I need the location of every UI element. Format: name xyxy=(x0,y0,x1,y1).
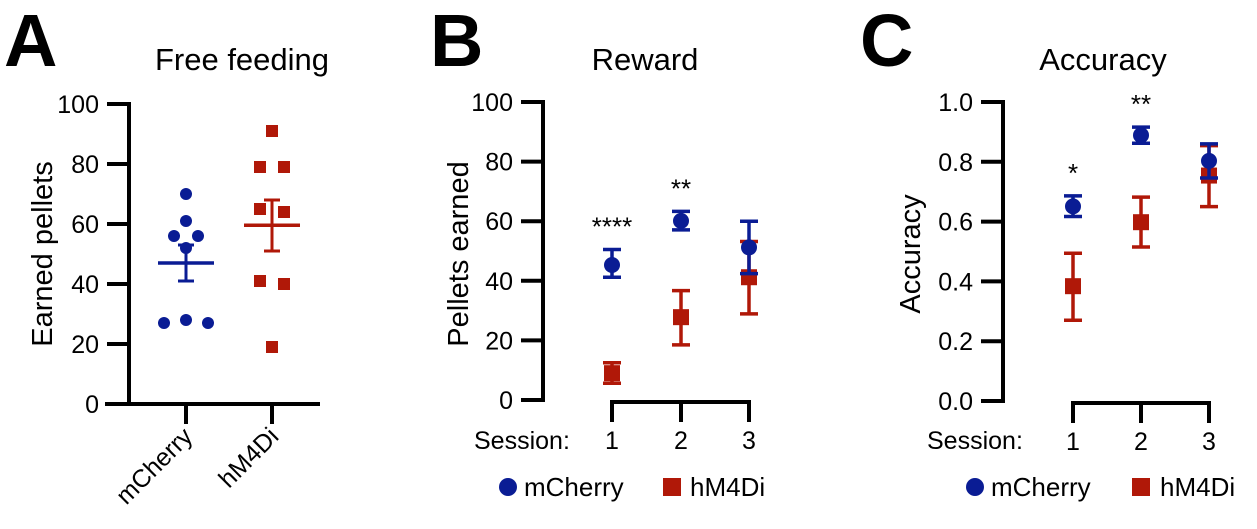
panel-c-significance-stars: ** xyxy=(1131,89,1151,119)
panel-a-point-hm4di xyxy=(278,278,290,290)
panel-c-x-tick-label: 3 xyxy=(1202,428,1216,456)
panel-b-point-mcherry xyxy=(604,257,620,274)
panel-a-y-tick-label: 100 xyxy=(57,91,99,119)
panel-a-point-mcherry xyxy=(180,314,192,326)
panel-c-title: Accuracy xyxy=(1039,42,1167,77)
legend-c-hm4di-label: hM4Di xyxy=(1160,472,1235,502)
panel-b-x-tick-label: 2 xyxy=(674,427,688,455)
panel-b-significance-stars: **** xyxy=(592,212,632,242)
panel-b-x-tick-label: 1 xyxy=(605,427,619,455)
panel-b-y-tick-label: 20 xyxy=(485,327,513,355)
panel-c-ylabel: Accuracy xyxy=(895,194,927,314)
panel-b-x-tick-label: 3 xyxy=(742,427,756,455)
panel-a-point-hm4di xyxy=(266,341,278,353)
panel-b-point-hm4di xyxy=(673,309,689,326)
panel-a-point-hm4di xyxy=(266,125,278,137)
panel-letter-c: C xyxy=(860,0,913,82)
panel-c-y-tick-label: 0.6 xyxy=(938,209,973,237)
panel-a-point-mcherry xyxy=(202,317,214,329)
panel-b-point-hm4di xyxy=(604,365,620,382)
panel-c-y-tick-label: 0.0 xyxy=(938,388,973,416)
panel-c-significance-stars: * xyxy=(1068,158,1078,188)
panel-a-point-mcherry xyxy=(180,188,192,200)
panel-a-y-tick-label: 40 xyxy=(71,271,99,299)
panel-a-point-hm4di xyxy=(278,206,290,218)
panel-a-point-mcherry xyxy=(192,230,204,242)
panel-a-y-tick-label: 80 xyxy=(71,151,99,179)
panel-c-point-mcherry xyxy=(1065,198,1081,215)
panel-b-significance-stars: ** xyxy=(671,173,691,203)
legend-c-hm4di-marker xyxy=(1132,478,1150,496)
panel-b-y-tick-label: 80 xyxy=(485,149,513,177)
legend-b-hm4di-label: hM4Di xyxy=(690,472,765,502)
legend-b-mcherry-label: mCherry xyxy=(524,472,624,502)
legend-c-mcherry-label: mCherry xyxy=(991,472,1091,502)
panel-c-point-hm4di xyxy=(1133,214,1149,231)
panel-b-y-tick-label: 60 xyxy=(485,208,513,236)
panel-c-x-tick-label: 1 xyxy=(1066,428,1080,456)
panel-c-y-tick-label: 0.2 xyxy=(938,328,973,356)
panel-a-point-hm4di xyxy=(254,275,266,287)
panel-c-point-mcherry xyxy=(1201,152,1217,169)
panel-a-y-tick-label: 20 xyxy=(71,331,99,359)
panel-a-x-tick-label: mCherry xyxy=(111,422,199,510)
panel-b-y-tick-label: 40 xyxy=(485,268,513,296)
panel-a-point-hm4di xyxy=(278,161,290,173)
panel-c-point-mcherry xyxy=(1133,127,1149,144)
panel-a-point-mcherry xyxy=(168,230,180,242)
panel-a-point-hm4di xyxy=(254,161,266,173)
panel-c-y-tick-label: 0.4 xyxy=(938,268,973,296)
panel-b-ylabel: Pellets earned xyxy=(443,161,475,346)
panel-b-title: Reward xyxy=(592,42,699,77)
panel-b-point-mcherry xyxy=(741,239,757,256)
panel-a-point-mcherry xyxy=(180,215,192,227)
legend-b-hm4di-marker xyxy=(663,478,681,496)
panel-c-session-label: Session: xyxy=(927,427,1023,455)
legend-c-mcherry-marker xyxy=(966,478,984,496)
panel-c-y-tick-label: 0.8 xyxy=(938,149,973,177)
legend-b-mcherry-marker xyxy=(499,478,517,496)
panel-a-point-mcherry xyxy=(158,317,170,329)
panel-a-point-hm4di xyxy=(254,203,266,215)
panel-a-ylabel: Earned pellets xyxy=(27,161,59,346)
panel-c-point-hm4di xyxy=(1065,278,1081,295)
panel-a-y-tick-label: 60 xyxy=(71,211,99,239)
panel-a-x-tick-label: hM4Di xyxy=(213,422,284,493)
panel-a-title: Free feeding xyxy=(155,42,329,77)
panel-letter-a: A xyxy=(4,0,57,82)
panel-b-point-mcherry xyxy=(673,212,689,229)
panel-b-session-label: Session: xyxy=(474,427,570,455)
panel-b-y-tick-label: 100 xyxy=(471,89,513,117)
panel-b-y-tick-label: 0 xyxy=(499,387,513,415)
panel-letter-b: B xyxy=(430,0,483,82)
panel-a-y-tick-label: 0 xyxy=(85,391,99,419)
panel-c-y-tick-label: 1.0 xyxy=(938,89,973,117)
panel-c-x-tick-label: 2 xyxy=(1134,428,1148,456)
